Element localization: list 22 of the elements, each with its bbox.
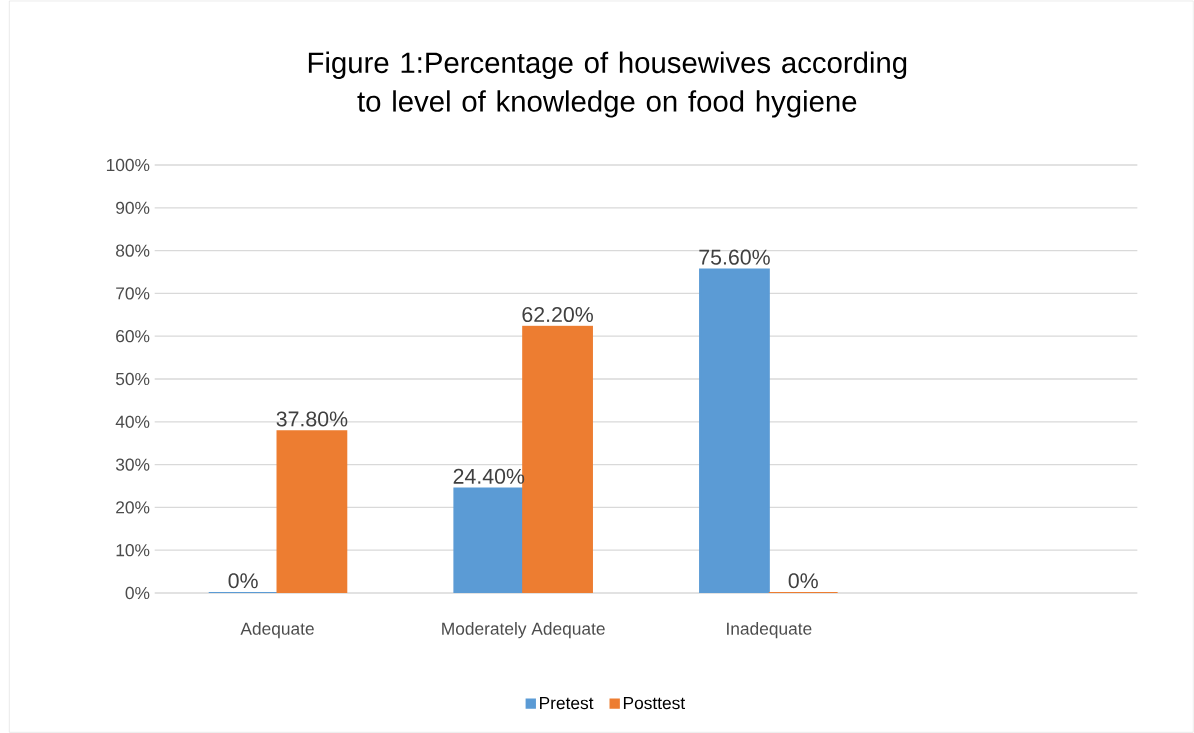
data-label: 75.60%: [699, 249, 770, 265]
y-tick-label: 30%: [115, 458, 150, 471]
y-tick-label: 50%: [115, 372, 150, 386]
legend-label: Posttest: [623, 697, 686, 710]
data-label: 0%: [228, 573, 258, 589]
y-tick-label: 0%: [125, 586, 150, 600]
x-tick-label: Adequate: [240, 622, 314, 639]
y-tick-label: 70%: [116, 287, 150, 300]
x-tick-label: Moderately Adequate: [442, 622, 605, 639]
y-tick-label: 90%: [116, 201, 150, 214]
y-tick-label: 20%: [116, 501, 150, 514]
y-tick-label: 100%: [106, 158, 150, 172]
y-tick-label: 10%: [116, 544, 150, 557]
y-tick-label: 80%: [116, 244, 150, 257]
chart-title: Figure 1:Percentage of housewives according to level of knowledge on food hygiene: [308, 51, 907, 118]
data-label: 62.20%: [522, 306, 593, 323]
x-tick-label: Inadequate: [727, 622, 812, 639]
data-label: 0%: [788, 573, 818, 589]
legend-label: Pretest: [540, 697, 594, 710]
y-tick-label: 60%: [116, 330, 150, 343]
data-label: 37.80%: [276, 411, 348, 427]
y-tick-label: 40%: [115, 415, 150, 428]
